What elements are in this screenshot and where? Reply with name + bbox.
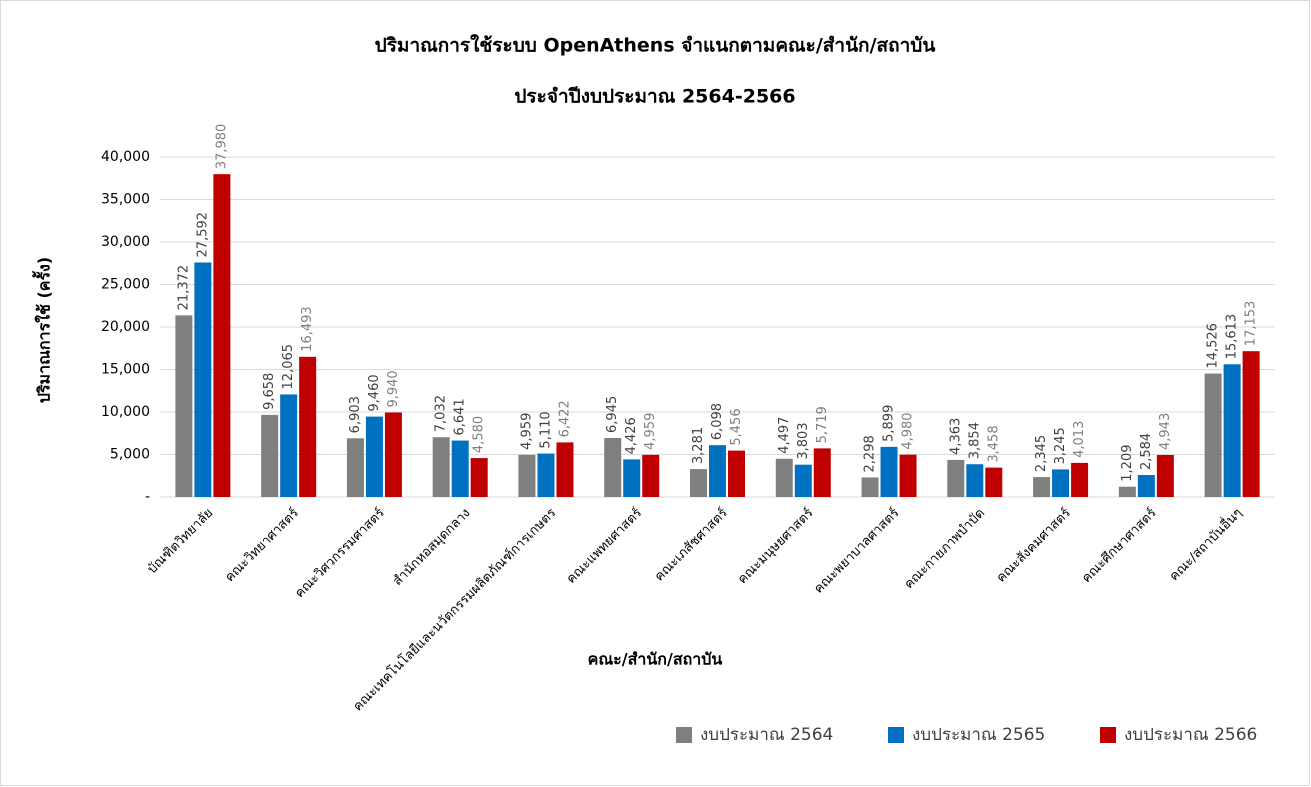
value-label: 5,110	[538, 411, 553, 448]
chart-subtitle: ประจำปีงบประมาณ 2564-2566	[514, 86, 795, 108]
legend-label: งบประมาณ 2564	[700, 725, 833, 745]
value-label: 12,065	[281, 344, 296, 390]
value-label: 5,456	[729, 408, 744, 445]
bar	[470, 458, 488, 497]
y-tick-label: 35,000	[101, 192, 150, 208]
value-label: 16,493	[300, 306, 315, 352]
bar	[451, 440, 469, 497]
value-label: 3,458	[986, 425, 1001, 462]
value-label: 4,497	[777, 417, 792, 454]
value-label: 9,460	[367, 374, 382, 411]
value-label: 4,943	[1158, 413, 1173, 450]
value-label: 4,426	[624, 417, 639, 454]
value-label: 2,298	[863, 435, 878, 472]
value-label: 2,584	[1139, 433, 1154, 470]
legend-label: งบประมาณ 2566	[1124, 725, 1257, 745]
value-label: 3,854	[967, 422, 982, 459]
bar	[794, 464, 812, 497]
bar	[384, 412, 402, 497]
bar	[947, 459, 965, 497]
bar	[299, 356, 317, 497]
value-label: 3,803	[796, 422, 811, 459]
y-tick-label: 5,000	[110, 447, 150, 463]
y-tick-label: 10,000	[101, 404, 150, 420]
bar	[1242, 351, 1260, 497]
bar	[194, 262, 212, 497]
bar	[642, 454, 660, 497]
bar	[966, 464, 984, 497]
y-tick-label: 20,000	[101, 319, 150, 335]
y-tick-label: 40,000	[101, 149, 150, 165]
bar	[1204, 373, 1222, 497]
value-label: 6,945	[605, 396, 620, 433]
bar	[213, 174, 231, 498]
x-axis-title: คณะ/สำนัก/สถาบัน	[588, 650, 723, 669]
value-label: 5,899	[882, 405, 897, 442]
value-label: 4,363	[948, 418, 963, 455]
bar	[604, 437, 622, 497]
bar	[280, 394, 298, 497]
value-label: 1,209	[1120, 445, 1135, 482]
value-label: 6,422	[557, 400, 572, 437]
bar	[623, 459, 641, 497]
bar	[690, 469, 707, 497]
value-label: 4,959	[643, 413, 658, 450]
bar	[518, 454, 536, 497]
bar	[1223, 364, 1241, 497]
legend-swatch	[676, 727, 692, 743]
value-label: 17,153	[1244, 301, 1259, 347]
bar	[1052, 469, 1070, 497]
value-label: 9,658	[262, 373, 277, 410]
bar	[261, 414, 279, 497]
bar	[728, 450, 745, 497]
bar	[175, 315, 193, 497]
bar	[899, 454, 917, 497]
legend-label: งบประมาณ 2565	[912, 725, 1045, 745]
bar	[1071, 462, 1089, 497]
y-axis-title: ปริมาณการใช้ (ครั้ง)	[32, 257, 54, 403]
bar	[537, 453, 555, 497]
bar	[365, 416, 383, 497]
value-label: 6,641	[453, 398, 468, 435]
legend-swatch	[888, 727, 904, 743]
y-tick-label: 25,000	[101, 277, 150, 293]
bar	[556, 442, 574, 497]
value-label: 7,032	[434, 395, 449, 432]
value-label: 37,980	[214, 124, 229, 170]
value-label: 4,959	[519, 413, 534, 450]
value-label: 5,719	[815, 406, 830, 443]
bar	[861, 477, 879, 497]
value-label: 9,940	[386, 370, 401, 407]
value-label: 27,592	[195, 212, 210, 258]
value-label: 6,098	[710, 403, 725, 440]
bar	[432, 437, 450, 497]
y-tick-label: -	[145, 489, 150, 505]
value-label: 21,372	[176, 265, 191, 311]
chart-title: ปริมาณการใช้ระบบ OpenAthens จำแนกตามคณะ/…	[375, 34, 936, 57]
bar	[1033, 477, 1051, 497]
bar	[880, 446, 898, 497]
bar	[346, 438, 364, 497]
value-label: 15,613	[1225, 314, 1240, 360]
bar	[1118, 486, 1136, 497]
value-label: 2,345	[1034, 435, 1049, 472]
value-label: 3,281	[691, 427, 706, 464]
bar	[775, 458, 793, 497]
bar	[985, 467, 1003, 497]
y-tick-label: 30,000	[101, 234, 150, 250]
bar	[813, 448, 831, 497]
y-tick-label: 15,000	[101, 362, 150, 378]
value-label: 4,580	[472, 416, 487, 453]
legend-swatch	[1100, 727, 1116, 743]
value-label: 3,245	[1053, 427, 1068, 464]
value-label: 6,903	[348, 396, 363, 433]
bar	[1137, 475, 1155, 497]
bar	[709, 445, 726, 497]
bar	[1156, 454, 1174, 497]
value-label: 14,526	[1206, 323, 1221, 369]
value-label: 4,013	[1072, 421, 1087, 458]
value-label: 4,980	[901, 412, 916, 449]
